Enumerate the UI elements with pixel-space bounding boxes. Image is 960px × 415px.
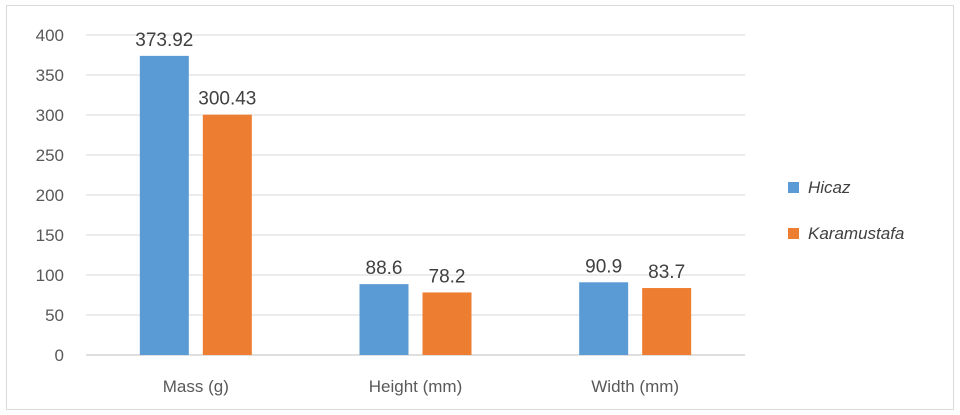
bar-hicaz-2 bbox=[579, 282, 629, 355]
data-label: 90.9 bbox=[585, 256, 622, 277]
gridlines bbox=[86, 34, 745, 356]
bar-hicaz-0 bbox=[139, 55, 189, 355]
y-tick-label: 400 bbox=[36, 26, 64, 45]
y-tick-label: 250 bbox=[36, 146, 64, 165]
legend-label: Hicaz bbox=[808, 178, 851, 197]
data-label: 373.92 bbox=[135, 30, 193, 51]
legend-label: Karamustafa bbox=[808, 224, 904, 243]
y-tick-label: 100 bbox=[36, 266, 64, 285]
y-tick-label: 350 bbox=[36, 66, 64, 85]
bar-karamustafa-0 bbox=[202, 114, 252, 355]
data-label: 83.7 bbox=[648, 262, 685, 283]
bars bbox=[139, 55, 692, 355]
x-tick-label: Mass (g) bbox=[163, 377, 229, 396]
data-label: 88.6 bbox=[366, 258, 403, 279]
bar-karamustafa-2 bbox=[642, 288, 692, 355]
legend-swatch bbox=[788, 182, 799, 193]
data-label: 300.43 bbox=[198, 89, 256, 110]
y-tick-label: 300 bbox=[36, 106, 64, 125]
y-tick-label: 50 bbox=[45, 306, 64, 325]
y-tick-label: 150 bbox=[36, 226, 64, 245]
legend: Hicaz Karamustafa bbox=[788, 178, 904, 243]
y-tick-label: 0 bbox=[55, 346, 64, 365]
x-tick-label: Height (mm) bbox=[369, 377, 463, 396]
x-tick-label: Width (mm) bbox=[591, 377, 679, 396]
bar-karamustafa-1 bbox=[422, 292, 472, 355]
bar-hicaz-1 bbox=[359, 284, 409, 355]
data-label: 78.2 bbox=[429, 266, 466, 287]
y-tick-label: 200 bbox=[36, 186, 64, 205]
data-labels: 373.92 300.43 88.6 78.2 90.9 83.7 bbox=[135, 30, 685, 288]
legend-swatch bbox=[788, 228, 799, 239]
x-axis-ticks: Mass (g) Height (mm) Width (mm) bbox=[163, 377, 679, 396]
y-axis-ticks: 0 50 100 150 200 250 300 350 400 bbox=[36, 26, 64, 365]
